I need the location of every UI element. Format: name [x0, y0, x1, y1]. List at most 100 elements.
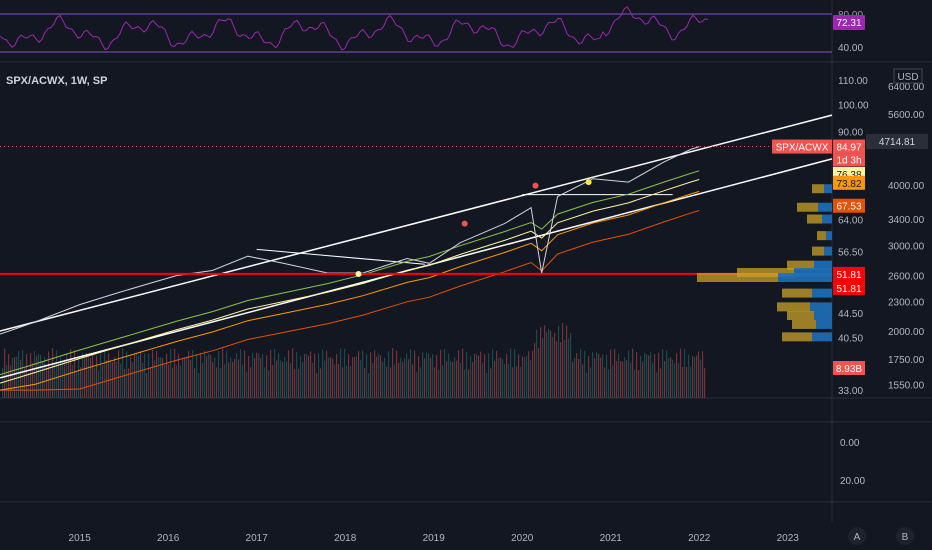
- volume-bar: [120, 363, 122, 398]
- volume-bar: [56, 350, 58, 398]
- spx-tick: 2000.00: [888, 327, 925, 338]
- volume-bar: [460, 362, 462, 398]
- right-tick: 100.00: [838, 101, 869, 112]
- volume-bar: [92, 353, 94, 398]
- volume-bar: [218, 351, 220, 398]
- volume-bar: [198, 373, 200, 398]
- volume-bar: [122, 348, 124, 398]
- volume-bar: [312, 362, 314, 398]
- rsi-value-tag: [833, 15, 865, 30]
- price-tag-value: 51.81: [836, 270, 861, 281]
- moving-averages: [0, 170, 700, 391]
- x-tick: 2018: [334, 533, 357, 544]
- volume-bar: [178, 354, 180, 398]
- volume-bar: [252, 352, 254, 398]
- volume-bar: [690, 366, 692, 398]
- volume-bar: [438, 369, 440, 398]
- volume-profile-down: [824, 246, 832, 256]
- right-tick: 56.50: [838, 248, 863, 259]
- volume-bar: [64, 359, 66, 398]
- volume-bar: [424, 358, 426, 398]
- x-tick: 2021: [600, 533, 623, 544]
- volume-bar: [584, 350, 586, 398]
- volume-bar: [188, 351, 190, 398]
- volume-bar: [416, 372, 418, 398]
- volume-bar: [522, 356, 524, 398]
- volume-bar: [520, 366, 522, 398]
- volume-bar: [448, 353, 450, 398]
- volume-profile-up: [812, 184, 824, 194]
- trendline-2017: [256, 248, 425, 265]
- volume-bar: [572, 361, 574, 398]
- volume-bar: [134, 354, 136, 398]
- volume-bar: [602, 354, 604, 398]
- volume-bar: [318, 353, 320, 398]
- volume-profile-up: [817, 231, 826, 241]
- x-tick: 2022: [688, 533, 711, 544]
- volume-bar: [112, 361, 114, 398]
- right-price-scale: 110.00 100.00 90.00 64.00 56.50 44.50 40.50 33.…: [838, 76, 869, 397]
- x-tick: 2017: [246, 533, 269, 544]
- volume-bar: [290, 363, 292, 398]
- volume-bar: [90, 358, 92, 398]
- volume-bar: [514, 348, 516, 398]
- price-tag-label: SPX/ACWX: [776, 143, 829, 154]
- volume-bar: [146, 373, 148, 398]
- price-tag-value: 73.82: [836, 179, 861, 190]
- currency-badge[interactable]: [893, 68, 923, 84]
- channel-upper-line: [0, 114, 833, 332]
- volume-bar: [358, 351, 360, 398]
- volume-bar: [342, 367, 344, 398]
- volume-bar: [298, 368, 300, 398]
- volume-bar: [666, 350, 668, 398]
- spx-price-scale: 6400.00 5600.00 4000.00 3400.00 3000.00 2600.…: [888, 82, 925, 392]
- volume-bar: [604, 367, 606, 398]
- volume-bar: [402, 361, 404, 398]
- volume-bar: [76, 371, 78, 398]
- volume-bar: [20, 360, 22, 398]
- volume-bar: [486, 373, 488, 398]
- volume-bar: [294, 369, 296, 398]
- volume-bar: [428, 353, 430, 398]
- volume-bar: [610, 349, 612, 398]
- volume-bar: [150, 368, 152, 398]
- auto-scale-button[interactable]: [848, 527, 866, 545]
- volume-profile-up: [792, 319, 816, 329]
- right-tick: 110.00: [838, 76, 868, 87]
- volume-bar: [356, 356, 358, 398]
- volume-bar: [216, 367, 218, 398]
- volume-bar: [40, 354, 42, 398]
- volume-bar: [504, 363, 506, 398]
- volume-bar: [230, 357, 232, 398]
- volume-bar: [284, 357, 286, 398]
- volume-bar: [58, 362, 60, 398]
- volume-bar: [242, 364, 244, 398]
- volume-bar: [562, 323, 564, 398]
- log-scale-button[interactable]: [896, 527, 914, 545]
- volume-bar: [596, 352, 598, 398]
- volume-bar: [330, 357, 332, 398]
- volume-bar: [160, 357, 162, 398]
- volume-bar: [452, 361, 454, 398]
- volume-bar: [202, 362, 204, 398]
- volume-bar: [368, 373, 370, 398]
- volume-bar: [142, 362, 144, 398]
- volume-bar: [430, 357, 432, 398]
- volume-bar: [36, 356, 38, 398]
- volume-bar: [566, 325, 568, 398]
- volume-bar: [268, 370, 270, 398]
- volume-bar: [576, 353, 578, 398]
- volume-profile-down: [822, 214, 832, 224]
- volume-bar: [154, 360, 156, 398]
- volume-bar: [642, 361, 644, 398]
- volume-bar: [22, 349, 24, 398]
- volume-bar: [526, 355, 528, 398]
- volume-bar: [138, 356, 140, 398]
- volume-bar: [560, 342, 562, 398]
- volume-bar: [98, 370, 100, 398]
- volume-bar: [558, 325, 560, 398]
- volume-bar: [68, 359, 70, 398]
- signal-markers: [355, 179, 592, 277]
- right-tick: 90.00: [838, 128, 863, 139]
